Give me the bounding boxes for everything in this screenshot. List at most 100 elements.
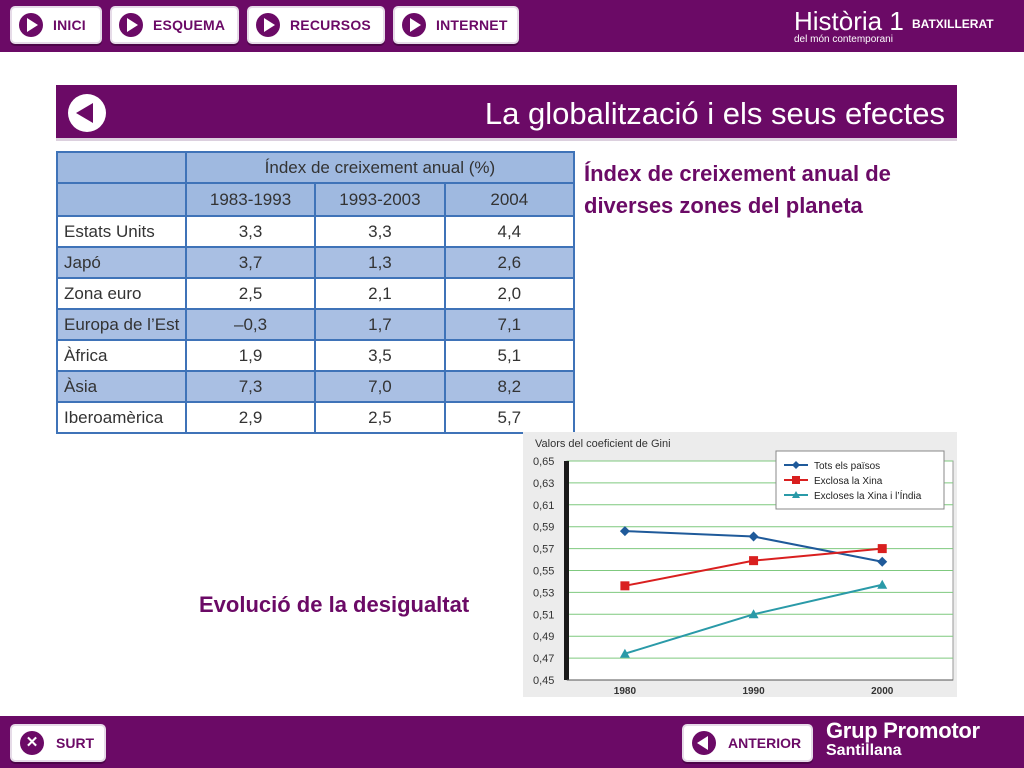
title-banner: La globalització i els seus efectes (56, 85, 957, 141)
y-tick-label: 0,63 (533, 478, 554, 490)
row-value: –0,3 (184, 308, 317, 341)
table-main-header: Índex de creixement anual (%) (184, 151, 576, 184)
column-header: 1983-1993 (184, 182, 317, 217)
row-zone: Àsia (56, 370, 187, 403)
brand-subtitle: BATXILLERAT (912, 17, 994, 31)
table-corner-cell (56, 182, 187, 217)
row-value: 2,9 (184, 401, 317, 434)
nav-recursos-button[interactable]: RECURSOS (247, 6, 385, 44)
nav-inici-label: INICI (53, 17, 86, 33)
row-value: 3,7 (184, 246, 317, 279)
y-tick-label: 0,53 (533, 587, 554, 599)
y-tick-label: 0,47 (533, 653, 554, 665)
row-value: 3,5 (314, 339, 446, 372)
exit-button[interactable]: ✕ SURT (10, 724, 106, 762)
y-tick-label: 0,49 (533, 631, 554, 643)
back-arrow-icon[interactable] (68, 94, 106, 132)
y-tick-label: 0,65 (533, 456, 554, 468)
x-tick-label: 1980 (614, 686, 637, 697)
play-icon (402, 13, 426, 37)
series-point (748, 531, 759, 542)
legend-entry: Excloses la Xina i l’Índia (814, 489, 922, 502)
series-point (877, 544, 887, 554)
row-value: 5,1 (443, 339, 576, 372)
y-tick-label: 0,51 (533, 609, 554, 621)
growth-index-table: Índex de creixement anual (%) 1983-1993 … (56, 151, 576, 434)
row-value: 7,3 (184, 370, 317, 403)
row-value: 1,7 (314, 308, 446, 341)
row-value: 7,0 (314, 370, 446, 403)
publisher-subname: Santillana (826, 742, 902, 759)
table-row: Estats Units 3,3 3,3 4,4 (56, 215, 576, 248)
table-row: Japó 3,7 1,3 2,6 (56, 246, 576, 279)
y-axis-band (564, 461, 569, 680)
y-tick-label: 0,61 (533, 500, 554, 512)
nav-inici-button[interactable]: INICI (10, 6, 102, 44)
x-tick-label: 2000 (871, 686, 894, 697)
brand-line2: del món contemporani (794, 34, 893, 45)
y-tick-label: 0,45 (533, 675, 554, 687)
table-column-header-row: 1983-1993 1993-2003 2004 (56, 182, 576, 217)
y-tick-label: 0,55 (533, 566, 554, 578)
nav-internet-button[interactable]: INTERNET (393, 6, 519, 44)
series-point (877, 556, 888, 567)
publisher-logo: Grup Promotor Santillana (826, 718, 980, 760)
series-point (620, 581, 630, 591)
row-zone: Zona euro (56, 277, 187, 310)
play-icon (256, 13, 280, 37)
legend-marker (792, 461, 800, 469)
row-value: 2,5 (184, 277, 317, 310)
table-row: Iberoamèrica 2,9 2,5 5,7 (56, 401, 576, 434)
row-zone: Japó (56, 246, 187, 279)
row-value: 1,3 (314, 246, 446, 279)
row-value: 2,0 (443, 277, 576, 310)
series-point (619, 526, 630, 537)
legend-marker (792, 491, 800, 498)
column-header: 2004 (443, 182, 576, 217)
row-value: 7,1 (443, 308, 576, 341)
nav-esquema-label: ESQUEMA (153, 17, 226, 33)
chart-caption: Evolució de la desigualtat (199, 592, 470, 617)
table-main-header-row: Índex de creixement anual (%) (56, 151, 576, 184)
series-point (619, 648, 630, 658)
chart-title: Valors del coeficient de Gini (535, 438, 671, 450)
series-point (748, 609, 759, 619)
row-value: 2,1 (314, 277, 446, 310)
table-row: Àfrica 1,9 3,5 5,1 (56, 339, 576, 372)
table-caption: Índex de creixement anual de diverses zo… (584, 161, 891, 218)
legend-entry: Tots els països (814, 461, 880, 472)
row-value: 2,6 (443, 246, 576, 279)
nav-recursos-label: RECURSOS (290, 17, 371, 33)
row-zone: Estats Units (56, 215, 187, 248)
table-row: Zona euro 2,5 2,1 2,0 (56, 277, 576, 310)
page-title: La globalització i els seus efectes (484, 96, 945, 131)
publisher-name: Grup Promotor (826, 718, 980, 743)
row-value: 8,2 (443, 370, 576, 403)
legend-marker (792, 476, 800, 484)
row-value: 3,3 (184, 215, 317, 248)
row-value: 5,7 (443, 401, 576, 434)
table-row: Europa de l’Est –0,3 1,7 7,1 (56, 308, 576, 341)
table-row: Àsia 7,3 7,0 8,2 (56, 370, 576, 403)
legend-entry: Exclosa la Xina (814, 476, 883, 487)
nav-internet-label: INTERNET (436, 17, 508, 33)
bottom-bar: ✕ SURT ANTERIOR Grup Promotor Santillana (0, 716, 1024, 768)
gini-chart: Valors del coeficient de Gini 0,45 0,47 0,4… (523, 432, 957, 697)
nav-esquema-button[interactable]: ESQUEMA (110, 6, 239, 44)
play-icon (119, 13, 143, 37)
row-value: 1,9 (184, 339, 317, 372)
close-icon: ✕ (20, 731, 44, 755)
row-zone: Europa de l’Est (56, 308, 187, 341)
previous-label: ANTERIOR (728, 735, 802, 751)
back-arrow-icon (692, 731, 716, 755)
row-zone: Àfrica (56, 339, 187, 372)
gini-chart-svg: Valors del coeficient de Gini 0,45 0,47 0,4… (533, 438, 954, 697)
brand-block: Història 1 BATXILLERAT del món contempor… (794, 6, 1002, 50)
row-value: 3,3 (314, 215, 446, 248)
previous-button[interactable]: ANTERIOR (682, 724, 813, 762)
column-header: 1993-2003 (314, 182, 446, 217)
top-nav-bar: INICI ESQUEMA RECURSOS INTERNET Història… (0, 0, 1024, 52)
y-tick-label: 0,59 (533, 522, 554, 534)
row-zone: Iberoamèrica (56, 401, 187, 434)
